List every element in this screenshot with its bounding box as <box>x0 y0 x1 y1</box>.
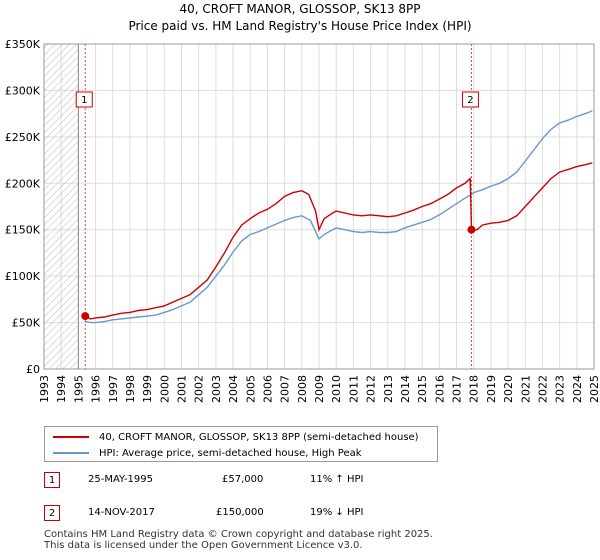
footer-licence: This data is licensed under the Open Gov… <box>44 540 363 551</box>
hatched-region <box>44 44 79 369</box>
x-tick-label: 2010 <box>330 375 343 403</box>
y-tick-label: £200K <box>5 177 41 190</box>
x-tick-label: 2003 <box>210 375 223 403</box>
x-tick-label: 2015 <box>416 375 429 403</box>
x-tick-label: 2011 <box>347 375 360 403</box>
y-tick-label: £100K <box>5 270 41 283</box>
y-tick-label: £300K <box>5 84 41 97</box>
chart-title: 40, CROFT MANOR, GLOSSOP, SK13 8PP <box>179 2 421 16</box>
x-tick-label: 2014 <box>399 375 412 403</box>
legend-line-red <box>53 436 89 438</box>
sale-label-number: 1 <box>81 95 87 106</box>
x-tick-label: 2019 <box>485 375 498 403</box>
transaction-price: £150,000 <box>216 507 264 518</box>
y-tick-label: £350K <box>5 38 41 51</box>
x-tick-label: 1993 <box>38 375 51 403</box>
x-tick-label: 2018 <box>468 375 481 403</box>
sale-label-box <box>461 91 479 108</box>
sale-label-number: 2 <box>467 95 473 106</box>
x-tick-label: 2021 <box>519 375 532 403</box>
x-tick-label: 2016 <box>433 375 446 403</box>
sale-point <box>81 312 90 321</box>
legend-label-property: 40, CROFT MANOR, GLOSSOP, SK13 8PP (semi… <box>99 431 419 443</box>
chart-subtitle: Price paid vs. HM Land Registry's House … <box>128 19 472 33</box>
transaction-badge: 2 <box>44 505 60 521</box>
x-tick-label: 2000 <box>158 375 171 403</box>
x-tick-label: 1998 <box>124 375 137 403</box>
x-tick-label: 1994 <box>55 375 68 403</box>
x-tick-label: 2001 <box>176 375 189 403</box>
series-line-hpi <box>85 110 593 324</box>
legend-label-hpi: HPI: Average price, semi-detached house,… <box>99 447 362 459</box>
x-tick-label: 2022 <box>536 375 549 403</box>
series-line-property <box>84 162 593 320</box>
x-tick-label: 1997 <box>107 375 120 403</box>
x-tick-label: 2020 <box>502 375 515 403</box>
transaction-date: 25-MAY-1995 <box>88 474 154 485</box>
transaction-badge: 1 <box>44 472 60 488</box>
x-tick-label: 2008 <box>296 375 309 403</box>
x-tick-label: 1999 <box>141 375 154 403</box>
y-tick-label: £50K <box>12 317 41 330</box>
x-tick-label: 2002 <box>193 375 206 403</box>
transaction-date: 14-NOV-2017 <box>88 507 155 518</box>
y-tick-label: £0 <box>26 363 40 376</box>
transaction-hpi-diff: 11% ↑ HPI <box>310 474 364 485</box>
legend: 40, CROFT MANOR, GLOSSOP, SK13 8PP (semi… <box>44 426 438 462</box>
x-tick-label: 2025 <box>588 375 600 403</box>
price-chart: 1 2 1993 1994 1995 1996 1997 1998 1999 2000 2001 2… <box>5 38 600 403</box>
x-tick-label: 2012 <box>365 375 378 403</box>
x-tick-label: 2005 <box>244 375 257 403</box>
transaction-price: £57,000 <box>222 474 264 485</box>
x-tick-label: 2006 <box>261 375 274 403</box>
legend-item-property: 40, CROFT MANOR, GLOSSOP, SK13 8PP (semi… <box>53 429 419 445</box>
x-tick-label: 2009 <box>313 375 326 403</box>
y-tick-label: £250K <box>5 131 41 144</box>
x-tick-label: 1995 <box>72 375 85 403</box>
x-tick-label: 2023 <box>554 375 567 403</box>
footer: Contains HM Land Registry data © Crown c… <box>44 529 433 551</box>
x-tick-label: 1996 <box>90 375 103 403</box>
plot-frame <box>43 43 595 370</box>
footer-copyright: Contains HM Land Registry data © Crown c… <box>44 529 433 540</box>
sale-label-box <box>75 91 93 108</box>
x-tick-label: 2004 <box>227 375 240 403</box>
y-tick-label: £150K <box>5 224 41 237</box>
x-tick-label: 2024 <box>571 375 584 403</box>
legend-line-blue <box>53 452 89 454</box>
x-tick-label: 2017 <box>451 375 464 403</box>
x-tick-label: 2007 <box>279 375 292 403</box>
x-tick-label: 2013 <box>382 375 395 403</box>
legend-item-hpi: HPI: Average price, semi-detached house,… <box>53 445 362 461</box>
sale-point <box>467 225 476 234</box>
transaction-hpi-diff: 19% ↓ HPI <box>310 507 364 518</box>
